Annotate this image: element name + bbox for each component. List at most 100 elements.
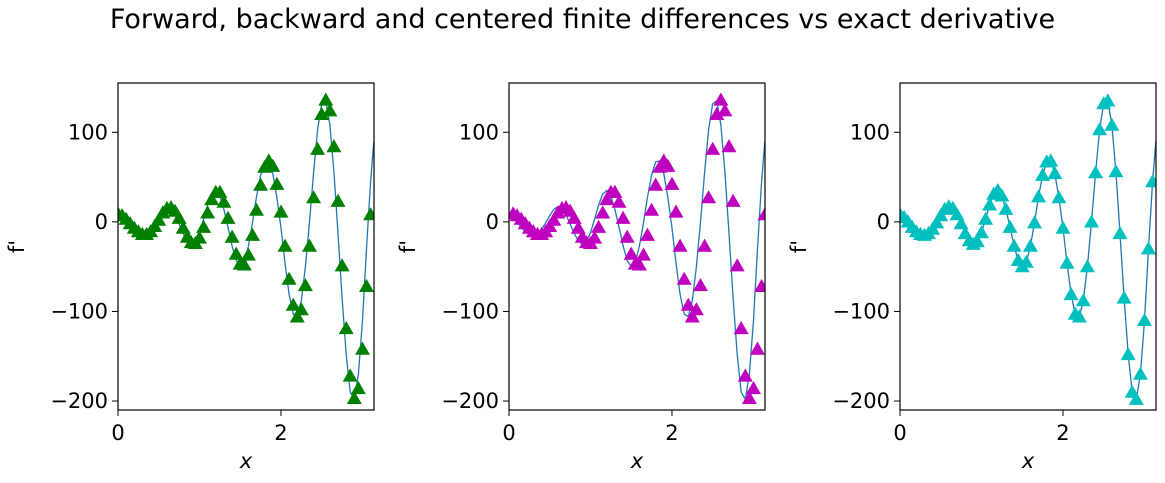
centered-marker xyxy=(1112,226,1128,240)
centered-marker xyxy=(1137,312,1152,326)
y-tick-label: 100 xyxy=(459,120,499,144)
backward-marker xyxy=(750,341,765,355)
centered-marker xyxy=(974,225,989,239)
backward-marker xyxy=(595,205,611,219)
centered-marker xyxy=(1132,366,1148,380)
centered-marker xyxy=(1035,167,1051,181)
backward-marker xyxy=(725,193,741,207)
forward-marker xyxy=(269,176,285,190)
backward-marker xyxy=(684,309,700,323)
centered-marker xyxy=(1051,190,1067,204)
backward-marker xyxy=(566,210,582,224)
backward-marker xyxy=(636,247,651,261)
centered-marker xyxy=(1063,286,1079,301)
centered-marker xyxy=(1120,347,1136,361)
x-tick-label: 2 xyxy=(1056,421,1069,445)
centered-marker xyxy=(1027,215,1042,229)
y-tick-label: −200 xyxy=(832,389,890,413)
forward-marker xyxy=(236,257,252,271)
forward-marker xyxy=(285,297,301,311)
backward-marker xyxy=(697,238,713,252)
x-tick-label: 0 xyxy=(111,421,124,445)
forward-marker xyxy=(346,390,362,404)
forward-marker xyxy=(363,207,374,221)
centered-marker xyxy=(1145,174,1156,188)
y-axis-label: f' xyxy=(396,240,420,253)
axes-frame xyxy=(899,82,1157,411)
plot-area xyxy=(118,92,374,404)
exact-derivative-line xyxy=(509,99,765,402)
backward-marker xyxy=(757,207,765,221)
centered-marker xyxy=(969,234,985,248)
backward-marker xyxy=(664,176,680,190)
forward-marker xyxy=(273,204,289,218)
backward-marker xyxy=(713,92,729,106)
forward-marker xyxy=(322,103,338,117)
backward-marker xyxy=(668,204,684,218)
backward-marker xyxy=(721,139,737,153)
y-tick-label: −200 xyxy=(441,389,499,413)
forward-marker xyxy=(338,321,354,335)
backward-marker xyxy=(709,106,725,120)
x-tick-label: 0 xyxy=(502,421,515,445)
backward-marker xyxy=(591,219,607,233)
y-tick-label: 100 xyxy=(850,120,890,144)
forward-marker xyxy=(314,106,330,120)
backward-marker xyxy=(741,390,757,404)
backward-marker xyxy=(701,190,717,204)
backward-marker xyxy=(644,202,660,216)
forward-marker xyxy=(302,238,317,252)
forward-marker xyxy=(277,238,293,252)
centered-marker xyxy=(1031,189,1046,203)
backward-marker xyxy=(546,212,562,226)
centered-marker xyxy=(1075,293,1091,307)
forward-marker xyxy=(289,309,305,323)
y-tick-label: 100 xyxy=(68,120,108,144)
backward-marker xyxy=(717,103,733,117)
backward-marker xyxy=(611,194,627,208)
centered-marker xyxy=(1100,93,1116,107)
y-tick-label: 0 xyxy=(877,210,890,234)
plot-area xyxy=(900,93,1156,405)
forward-marker xyxy=(204,192,220,206)
forward-marker xyxy=(196,219,212,233)
centered-marker xyxy=(1018,254,1034,268)
forward-marker xyxy=(350,381,366,395)
backward-marker xyxy=(676,271,692,285)
forward-marker xyxy=(240,247,256,261)
forward-marker xyxy=(228,246,244,260)
centered-marker xyxy=(998,201,1014,215)
forward-marker xyxy=(359,278,374,292)
centered-marker xyxy=(1059,255,1075,269)
y-axis-label: f' xyxy=(787,240,811,253)
y-tick-label: −100 xyxy=(832,299,890,323)
forward-marker xyxy=(245,227,260,241)
centered-marker xyxy=(978,211,994,225)
forward-marker xyxy=(216,194,232,208)
centered-marker xyxy=(1088,165,1104,179)
forward-marker xyxy=(355,341,370,355)
x-axis-label: x xyxy=(1021,449,1035,473)
backward-marker xyxy=(607,184,623,198)
backward-marker xyxy=(599,192,615,206)
centered-marker xyxy=(1047,166,1063,180)
forward-marker xyxy=(224,229,240,243)
backward-marker xyxy=(693,278,708,292)
centered-marker xyxy=(982,197,998,211)
centered-marker xyxy=(1043,153,1059,167)
figure-title: Forward, backward and centered finite di… xyxy=(109,4,1056,35)
forward-marker xyxy=(151,212,167,226)
centered-marker xyxy=(1079,259,1095,273)
centered-marker xyxy=(1108,164,1124,178)
backward-marker xyxy=(631,257,647,271)
forward-marker xyxy=(297,278,313,292)
plot-area xyxy=(509,92,765,404)
forward-marker xyxy=(326,139,342,153)
forward-marker xyxy=(171,210,187,224)
backward-marker xyxy=(615,210,631,224)
centered-marker xyxy=(1104,117,1120,131)
x-axis-label: x xyxy=(630,449,644,473)
